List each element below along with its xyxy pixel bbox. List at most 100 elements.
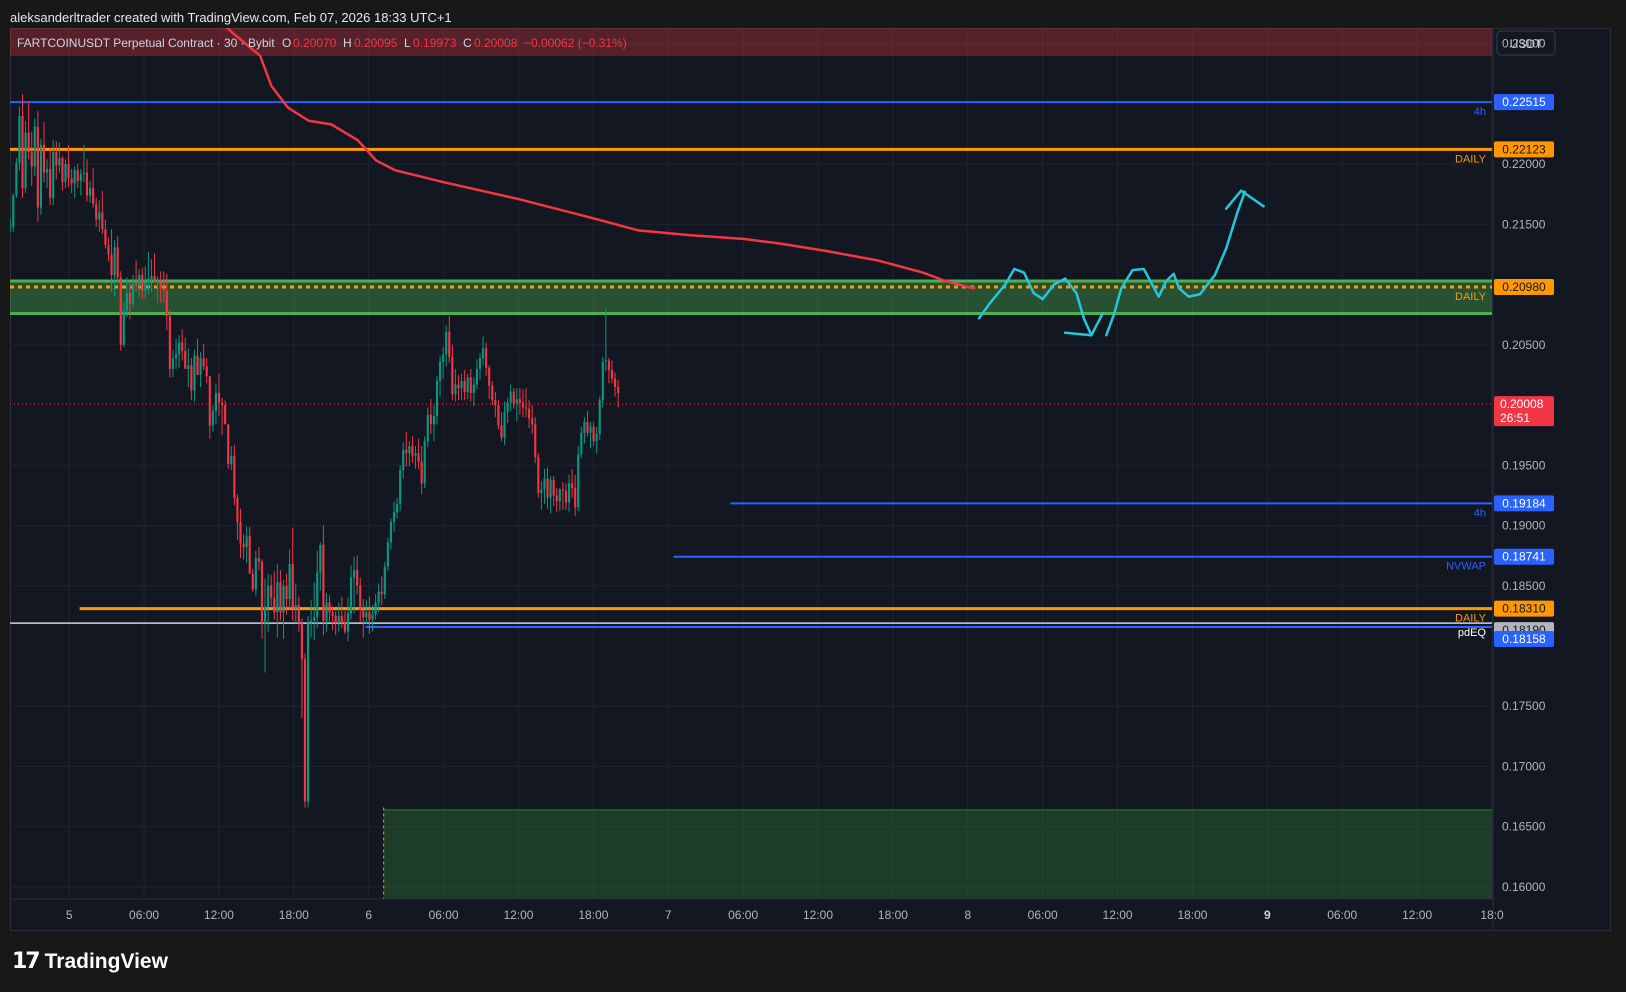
candle-body <box>168 315 171 369</box>
currency-button[interactable] <box>1496 30 1556 56</box>
candle-body <box>617 387 620 394</box>
tradingview-logo[interactable]: 17 TradingView <box>12 949 168 974</box>
candle-body <box>303 659 307 802</box>
candle-body <box>435 380 439 416</box>
candle-body <box>181 342 184 351</box>
demand-zone[interactable] <box>383 809 1493 899</box>
candle-body <box>107 244 110 255</box>
candle-body <box>95 203 98 220</box>
projection-path-up[interactable] <box>1105 190 1247 337</box>
candle-body <box>392 512 396 522</box>
candle-body <box>546 478 549 498</box>
candle-body <box>353 570 356 578</box>
time-tick-label: 06:00 <box>429 908 459 922</box>
low-value: 0.19973 <box>413 36 457 50</box>
candle-body <box>282 585 285 613</box>
candle-body <box>349 577 353 614</box>
candle-body <box>466 377 469 392</box>
projection-drawing <box>977 189 1265 337</box>
candle-body <box>485 348 488 368</box>
candle-body <box>276 582 279 613</box>
candle-body <box>567 483 571 503</box>
price-tick-label: 0.23000 <box>1502 37 1546 51</box>
candle-body <box>475 368 478 385</box>
candle-body <box>405 449 408 454</box>
level-tag: DAILY <box>1455 613 1487 625</box>
candle-body <box>313 617 316 621</box>
candle-body <box>297 605 300 624</box>
candle-body <box>178 342 181 355</box>
ma-line[interactable] <box>211 28 976 290</box>
price-tick-label: 0.21500 <box>1502 217 1546 231</box>
candle-body <box>165 290 168 316</box>
candle-body <box>528 408 531 419</box>
level-tag: DAILY <box>1455 153 1487 165</box>
price-chart[interactable]: 4h DAILY DAILY 4h NVWAP DAILY pdEQ FARTCOINUSD… <box>10 28 1611 931</box>
candle-body <box>52 152 55 198</box>
candle-body <box>279 582 282 613</box>
candle-body <box>224 405 227 425</box>
last-price-label: 0.20008 <box>1500 397 1544 411</box>
candle-body <box>610 370 614 379</box>
projection-arrow-up[interactable] <box>1224 189 1265 210</box>
candle-body <box>362 609 365 618</box>
candle-body <box>55 152 58 166</box>
projection-path-down[interactable] <box>977 267 1093 337</box>
chart-credit: aleksanderltrader created with TradingVi… <box>10 10 452 25</box>
candle-body <box>79 173 82 181</box>
time-tick-label: 06:00 <box>129 908 159 922</box>
candle-body <box>257 558 260 562</box>
projection-arrow-down[interactable] <box>1063 312 1104 337</box>
chart-frame <box>10 28 1611 931</box>
price-tick-label: 0.22000 <box>1502 157 1546 171</box>
price-axis-label: 0.18310 <box>1502 602 1546 616</box>
candle-body <box>138 274 141 286</box>
price-axis-label: 0.20980 <box>1502 280 1546 294</box>
time-tick-label: 18:00 <box>578 908 608 922</box>
time-tick-label: 12:00 <box>204 908 234 922</box>
candle-body <box>285 585 288 600</box>
candle-body <box>457 384 460 389</box>
price-tick-label: 0.17000 <box>1502 759 1546 773</box>
candle-body <box>543 478 546 490</box>
level-tag: NVWAP <box>1446 561 1486 573</box>
candle-body <box>491 385 494 401</box>
candle-body <box>377 591 380 603</box>
candle-body <box>88 188 92 196</box>
candle-body <box>598 400 601 434</box>
candle-body <box>125 293 128 312</box>
candle-body <box>187 365 190 369</box>
time-tick-label: 18:00 <box>1177 908 1207 922</box>
candle-body <box>506 402 509 413</box>
candle-body <box>494 400 497 406</box>
candle-body <box>248 536 251 574</box>
candle-body <box>463 380 466 392</box>
candle-body <box>174 354 178 359</box>
candle-body <box>144 282 147 291</box>
candle-body <box>135 283 138 286</box>
candle-body <box>199 358 202 375</box>
candle-body <box>512 391 515 404</box>
symbol-title[interactable]: FARTCOINUSDT Perpetual Contract · 30 · B… <box>17 36 275 50</box>
price-axis-label: 0.22515 <box>1502 95 1546 109</box>
candle-body <box>150 276 153 279</box>
candle-body <box>184 350 187 369</box>
candle-body <box>113 247 116 275</box>
candle-body <box>101 212 104 230</box>
candle-body <box>580 432 583 455</box>
candle-body <box>273 597 276 613</box>
candle-body <box>42 144 46 173</box>
candle-body <box>518 399 521 403</box>
candle-body <box>45 168 49 173</box>
candle-body <box>147 278 150 283</box>
candle-body <box>291 564 294 609</box>
candle-body <box>49 168 52 198</box>
time-tick-label: 9 <box>1264 908 1271 922</box>
candle-body <box>325 602 328 621</box>
candle-body <box>408 446 411 454</box>
candle-body <box>540 489 543 494</box>
candle-body <box>61 158 64 183</box>
candle-body <box>445 331 448 355</box>
countdown-label: 26:51 <box>1500 411 1530 425</box>
candle-body <box>368 612 371 620</box>
